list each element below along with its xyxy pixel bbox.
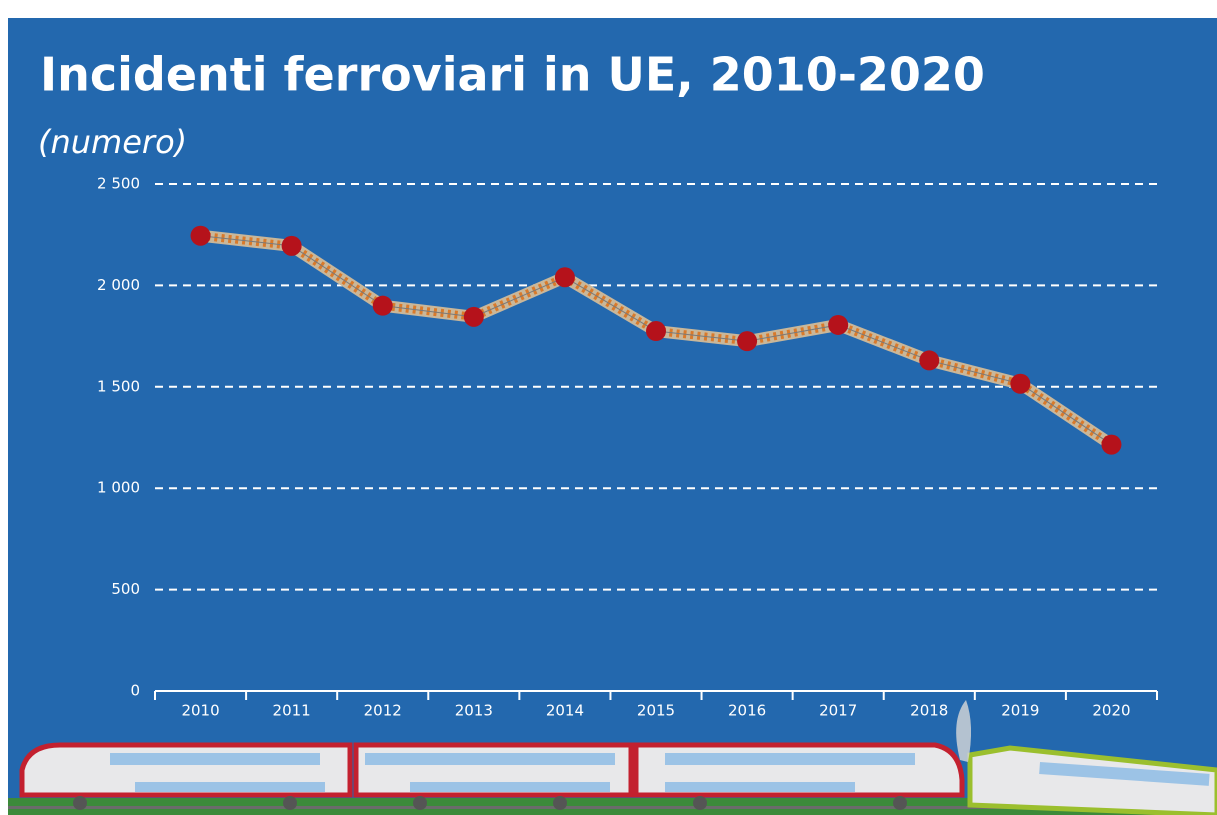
y-tick-label: 2 000 xyxy=(97,276,140,294)
x-tick-label: 2016 xyxy=(728,702,766,720)
data-point xyxy=(555,267,575,287)
x-tick-label: 2018 xyxy=(910,702,948,720)
y-tick-label: 0 xyxy=(130,682,140,700)
data-point xyxy=(737,331,757,351)
y-tick-label: 500 xyxy=(111,580,140,598)
data-point xyxy=(1010,374,1030,394)
data-point xyxy=(646,321,666,341)
data-point xyxy=(282,236,302,256)
y-tick-label: 2 500 xyxy=(97,175,140,193)
y-tick-label: 1 500 xyxy=(97,377,140,395)
data-point xyxy=(1101,435,1121,455)
x-tick-label: 2012 xyxy=(364,702,402,720)
data-point xyxy=(373,296,393,316)
x-tick-label: 2017 xyxy=(819,702,857,720)
chart-subtitle: (numero) xyxy=(38,123,187,161)
data-point xyxy=(828,315,848,335)
x-tick-label: 2014 xyxy=(546,702,584,720)
data-point xyxy=(919,350,939,370)
chart-title: Incidenti ferroviari in UE, 2010-2020 xyxy=(40,48,985,102)
x-tick-label: 2010 xyxy=(181,702,219,720)
x-tick-label: 2013 xyxy=(455,702,493,720)
data-point xyxy=(464,307,484,327)
x-tick-label: 2015 xyxy=(637,702,675,720)
background xyxy=(8,18,1217,815)
x-tick-label: 2019 xyxy=(1001,702,1039,720)
data-point xyxy=(191,226,211,246)
chart: Incidenti ferroviari in UE, 2010-2020 (n… xyxy=(0,0,1217,815)
y-tick-label: 1 000 xyxy=(97,479,140,497)
x-tick-label: 2011 xyxy=(273,702,311,720)
x-tick-label: 2020 xyxy=(1092,702,1130,720)
